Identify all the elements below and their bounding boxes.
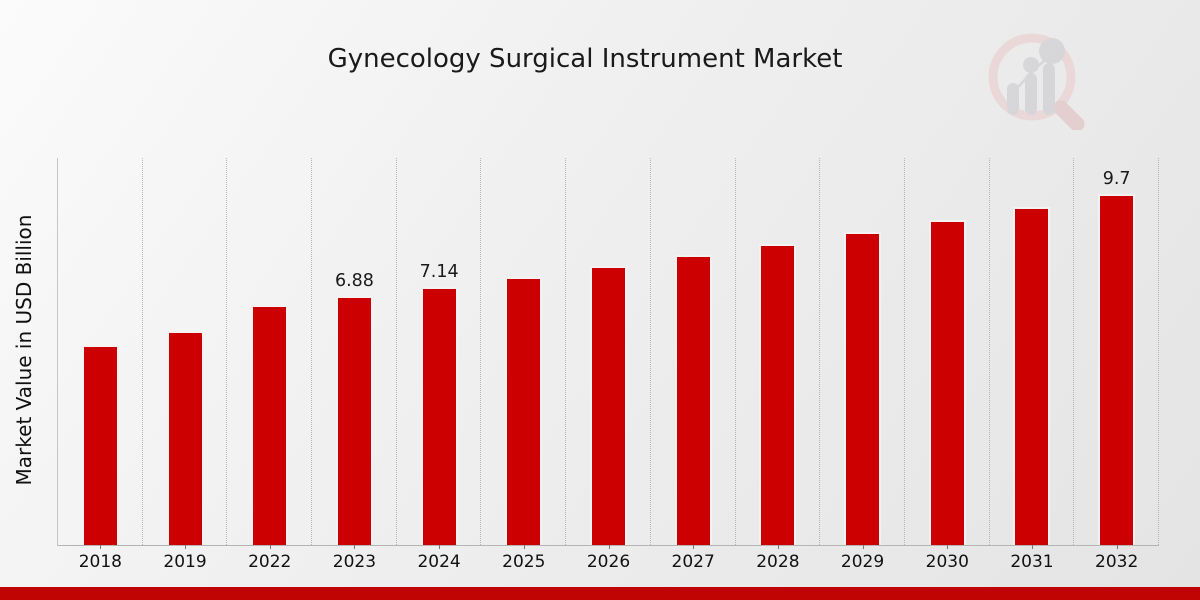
x-axis-tick <box>354 545 356 549</box>
x-axis-tick <box>1116 545 1118 549</box>
x-axis-tick <box>777 545 779 549</box>
magnifier-bar-chart-logo-icon <box>988 33 1085 130</box>
x-tick-label-2025: 2025 <box>502 552 546 572</box>
gridline <box>141 158 143 545</box>
x-tick-label-2023: 2023 <box>332 552 377 572</box>
gridline <box>311 158 313 545</box>
plot-area: 2018 2019 2022 6.88 2023 7.14 2024 2025 2026 2027… <box>57 158 1159 572</box>
x-tick-label-2019: 2019 <box>163 552 207 572</box>
x-axis-tick <box>608 545 610 549</box>
x-tick-label-2030: 2030 <box>925 552 969 572</box>
x-axis-tick <box>269 545 271 549</box>
gridline <box>649 158 651 545</box>
x-tick-label-2022: 2022 <box>248 552 292 572</box>
bar-2024 <box>420 286 458 545</box>
x-axis-tick <box>1031 545 1033 549</box>
x-axis-tick <box>439 545 441 549</box>
gridline <box>734 158 736 545</box>
bar-2018 <box>81 345 119 545</box>
gridline <box>480 158 482 545</box>
x-axis-tick <box>862 545 864 549</box>
bar-2027 <box>674 255 712 545</box>
footer-accent-bar <box>0 587 1200 600</box>
gridline <box>395 158 397 545</box>
gridline <box>226 158 228 545</box>
x-axis-tick <box>693 545 695 549</box>
x-tick-label-2024: 2024 <box>417 552 461 572</box>
gridline <box>565 158 567 545</box>
gridline <box>903 158 905 545</box>
bar-2029 <box>844 232 882 545</box>
gridline <box>988 158 990 545</box>
x-tick-label-2027: 2027 <box>671 552 715 572</box>
bar-2031 <box>1013 207 1051 545</box>
bar-value-label: 6.88 <box>334 271 374 292</box>
x-tick-label-2026: 2026 <box>586 552 631 572</box>
bar-2032 <box>1098 194 1136 545</box>
bar-value-label: 9.7 <box>1102 169 1131 190</box>
bar-2019 <box>166 330 204 545</box>
x-axis-tick <box>523 545 525 549</box>
x-tick-label-2032: 2032 <box>1095 552 1139 572</box>
x-tick-label-2028: 2028 <box>756 552 800 572</box>
x-axis-tick <box>100 545 102 549</box>
x-axis-tick <box>947 545 949 549</box>
gridline <box>1158 158 1159 545</box>
chart-title: Gynecology Surgical Instrument Market <box>327 44 843 74</box>
bar-2022 <box>251 304 289 545</box>
bar-value-label: 7.14 <box>419 261 459 282</box>
bar-2030 <box>928 219 966 545</box>
bar-2028 <box>759 244 797 545</box>
gridline <box>1073 158 1075 545</box>
y-axis-label: Market Value in USD Billion <box>12 214 36 486</box>
x-tick-label-2031: 2031 <box>1010 552 1054 572</box>
bar-2023 <box>335 296 373 545</box>
gridline <box>819 158 821 545</box>
bar-2026 <box>590 266 627 545</box>
x-tick-label-2018: 2018 <box>78 552 122 572</box>
x-tick-label-2029: 2029 <box>840 552 885 572</box>
bar-2025 <box>505 276 543 545</box>
x-axis-tick <box>185 545 187 549</box>
